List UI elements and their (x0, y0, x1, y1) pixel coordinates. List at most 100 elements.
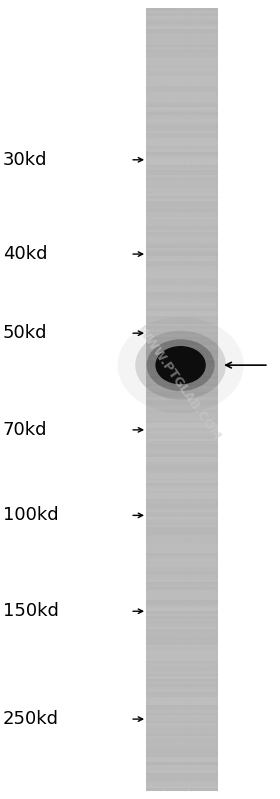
Bar (146, 284, 218, 288)
Bar (146, 486, 218, 488)
Bar (146, 723, 218, 725)
Bar (146, 775, 218, 778)
Bar (146, 757, 218, 760)
Bar (146, 577, 218, 579)
Bar (146, 663, 218, 666)
Bar (146, 418, 218, 420)
Bar (146, 316, 218, 319)
Bar (146, 587, 218, 590)
Bar (146, 303, 218, 305)
Bar (146, 344, 218, 348)
Bar (146, 206, 218, 209)
Bar (146, 256, 218, 259)
Bar (146, 634, 218, 637)
Text: 30kd: 30kd (3, 151, 47, 169)
Bar (146, 350, 218, 352)
Bar (146, 752, 218, 754)
Bar (146, 472, 218, 475)
Bar (146, 441, 218, 444)
Bar (146, 546, 218, 548)
Bar (146, 601, 218, 603)
Bar (146, 60, 218, 63)
Bar (146, 37, 218, 39)
Bar (146, 84, 218, 86)
Bar (146, 650, 218, 653)
Bar (146, 89, 218, 92)
Bar (146, 725, 218, 729)
Bar (146, 733, 218, 736)
Bar (146, 762, 218, 765)
Bar (146, 475, 218, 478)
Bar (146, 78, 218, 81)
Bar (146, 120, 218, 123)
Bar (146, 713, 218, 715)
Bar (146, 478, 218, 480)
Bar (146, 321, 218, 324)
Bar (146, 616, 218, 618)
Bar (146, 185, 218, 188)
Bar (146, 543, 218, 546)
Bar (146, 637, 218, 640)
Bar (146, 504, 218, 507)
Bar (146, 533, 218, 535)
Bar (146, 276, 218, 280)
Bar (146, 269, 218, 272)
Bar (146, 225, 218, 227)
Bar (146, 760, 218, 762)
Bar (146, 394, 218, 397)
Bar (146, 47, 218, 50)
Bar (146, 618, 218, 622)
Bar (146, 707, 218, 710)
Bar (146, 585, 218, 587)
Bar (146, 682, 218, 684)
Bar (146, 624, 218, 626)
Bar (146, 191, 218, 193)
Bar (146, 29, 218, 31)
Bar (146, 188, 218, 191)
Ellipse shape (135, 331, 226, 400)
Text: 100kd: 100kd (3, 507, 59, 524)
Bar (146, 642, 218, 645)
Bar (146, 175, 218, 177)
Bar (146, 517, 218, 519)
Bar (146, 81, 218, 84)
Bar (146, 653, 218, 655)
Bar (146, 379, 218, 381)
Bar (146, 765, 218, 768)
Bar (146, 439, 218, 441)
Bar (146, 235, 218, 237)
Bar (146, 721, 218, 723)
Bar (146, 230, 218, 233)
Bar (146, 146, 218, 149)
Ellipse shape (118, 317, 244, 413)
Bar (146, 655, 218, 658)
Bar (146, 515, 218, 517)
Bar (146, 626, 218, 629)
Bar (146, 39, 218, 42)
Bar (146, 308, 218, 311)
Bar (146, 8, 218, 10)
Bar (146, 251, 218, 253)
Bar (146, 629, 218, 632)
Bar (146, 525, 218, 527)
Bar (146, 348, 218, 350)
Bar (146, 173, 218, 175)
Bar (146, 428, 218, 431)
Bar (146, 465, 218, 467)
Bar (146, 298, 218, 300)
Bar (146, 21, 218, 24)
Bar (146, 366, 218, 368)
Bar (146, 686, 218, 690)
Bar (146, 679, 218, 682)
Bar (146, 400, 218, 402)
Bar (146, 407, 218, 410)
Bar (146, 606, 218, 608)
Bar (146, 113, 218, 115)
Bar (146, 671, 218, 674)
Bar (146, 53, 218, 55)
Bar (146, 459, 218, 462)
Bar (146, 647, 218, 650)
Bar (146, 451, 218, 455)
Bar (146, 102, 218, 105)
Bar (146, 433, 218, 436)
